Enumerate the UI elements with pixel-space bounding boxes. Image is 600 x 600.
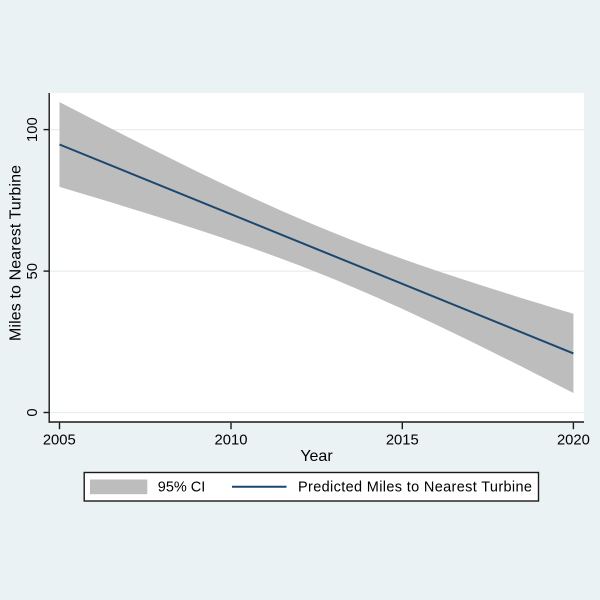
svg-text:2005: 2005 [43,433,76,449]
svg-text:Year: Year [300,448,333,465]
svg-text:95% CI: 95% CI [158,480,206,496]
svg-text:2010: 2010 [215,433,248,449]
svg-text:0: 0 [25,408,41,416]
svg-text:Miles to Nearest Turbine: Miles to Nearest Turbine [8,165,25,341]
svg-text:100: 100 [25,117,41,142]
svg-text:2015: 2015 [386,433,419,449]
svg-text:Predicted Miles to Nearest Tur: Predicted Miles to Nearest Turbine [298,480,532,496]
svg-text:2020: 2020 [557,433,590,449]
svg-text:50: 50 [25,263,41,279]
